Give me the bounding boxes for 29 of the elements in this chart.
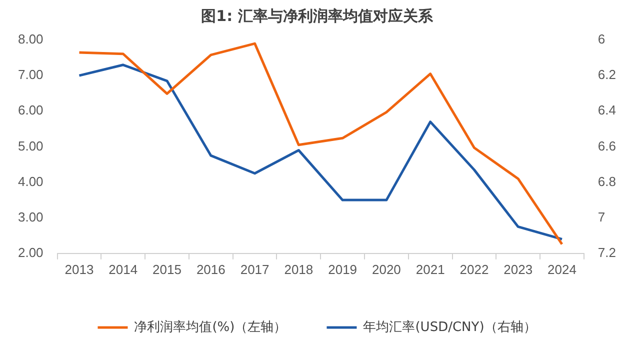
x-tick-label: 2020 (372, 262, 401, 277)
y2-tick-label: 6.8 (598, 174, 616, 189)
x-tick-label: 2024 (548, 262, 576, 277)
y-tick-label: 8.00 (18, 32, 44, 47)
x-tick-label: 2013 (64, 262, 94, 277)
y2-tick-label: 6.6 (598, 138, 616, 154)
y2-tick-label: 6 (598, 32, 606, 47)
y-tick-label: 3.00 (18, 209, 44, 224)
x-tick-label: 2017 (240, 262, 270, 277)
x-tick-label: 2023 (504, 262, 533, 277)
legend-label: 年均汇率(USD/CNY)（右轴） (363, 318, 536, 335)
y2-tick-label: 6.2 (598, 67, 616, 82)
y-tick-label: 4.00 (18, 174, 44, 189)
y-tick-label: 7.00 (18, 67, 44, 82)
legend-label: 净利润率均值(%)（左轴） (134, 318, 287, 335)
y-tick-label: 5.00 (18, 138, 44, 154)
x-tick-label: 2022 (460, 262, 489, 277)
y-tick-label: 6.00 (18, 102, 44, 118)
x-tick-label: 2015 (152, 262, 182, 277)
x-tick-label: 2016 (196, 262, 226, 277)
x-tick-label: 2021 (416, 262, 445, 277)
x-tick-label: 2014 (108, 262, 138, 277)
x-tick-label: 2018 (284, 262, 314, 277)
y-tick-label: 2.00 (18, 244, 44, 260)
chart-title: 图1: 汇率与净利润率均值对应关系 (201, 6, 434, 25)
y2-tick-label: 7 (598, 209, 606, 224)
y2-tick-label: 6.4 (598, 102, 616, 118)
x-tick-label: 2019 (328, 262, 358, 277)
y2-tick-label: 7.2 (598, 244, 616, 260)
